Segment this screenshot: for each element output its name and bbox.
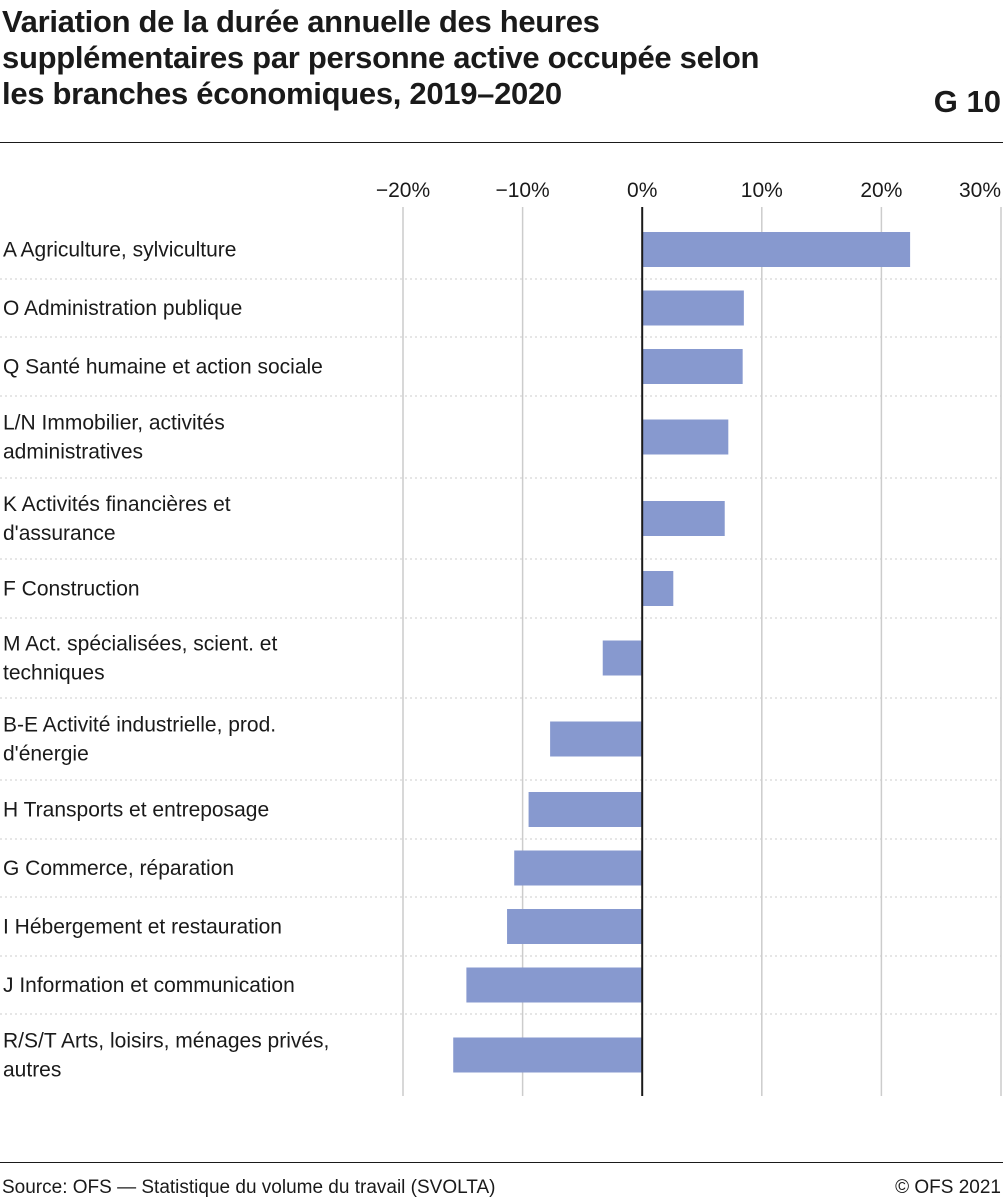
category-label: G Commerce, réparation	[3, 857, 234, 880]
bar	[466, 967, 643, 1003]
bar	[642, 419, 729, 455]
chart-title: Variation de la durée annuelle des heure…	[2, 4, 760, 111]
bar	[642, 571, 674, 606]
bar	[642, 349, 743, 384]
category-label: R/S/T Arts, loisirs, ménages privés,	[3, 1030, 329, 1053]
category-label: J Information et communication	[3, 974, 295, 997]
category-label: I Hébergement et restauration	[3, 916, 282, 939]
x-tick-label: 10%	[741, 179, 783, 202]
x-tick-label: 30%	[959, 179, 1001, 202]
top-rule	[0, 142, 1003, 143]
copyright: © OFS 2021	[895, 1177, 1001, 1198]
x-tick-label: 0%	[627, 179, 657, 202]
bar-chart: −20% −10% 0% 10% 20% 30% A Agriculture, sylvic…	[0, 179, 1002, 1096]
category-label: d'assurance	[3, 522, 116, 545]
bottom-rule	[0, 1162, 1003, 1163]
bar	[642, 232, 911, 267]
bar	[453, 1037, 643, 1073]
bar	[514, 850, 643, 886]
category-label: K Activités financières et	[3, 493, 231, 516]
category-label: B-E Activité industrielle, prod.	[3, 714, 276, 737]
category-label: L/N Immobilier, activités	[3, 412, 225, 435]
bar	[507, 909, 643, 944]
bar	[602, 640, 643, 676]
category-label: techniques	[3, 662, 105, 685]
category-label: F Construction	[3, 578, 140, 601]
category-label: A Agriculture, sylviculture	[3, 239, 236, 262]
bar	[642, 501, 725, 536]
x-tick-label: −20%	[376, 179, 430, 202]
category-label: H Transports et entreposage	[3, 799, 269, 822]
category-label: administratives	[3, 441, 143, 464]
x-tick-label: −10%	[495, 179, 549, 202]
source-note: Source: OFS — Statistique du volume du t…	[2, 1177, 496, 1198]
category-label: autres	[3, 1059, 61, 1082]
category-label: M Act. spécialisées, scient. et	[3, 633, 277, 656]
bar	[642, 290, 744, 326]
graphic-number: G 10	[933, 84, 1001, 119]
bar	[528, 792, 643, 827]
bar	[550, 721, 643, 757]
x-tick-label: 20%	[860, 179, 902, 202]
category-label: O Administration publique	[3, 297, 242, 320]
category-label: Q Santé humaine et action sociale	[3, 356, 323, 379]
category-label: d'énergie	[3, 743, 89, 766]
